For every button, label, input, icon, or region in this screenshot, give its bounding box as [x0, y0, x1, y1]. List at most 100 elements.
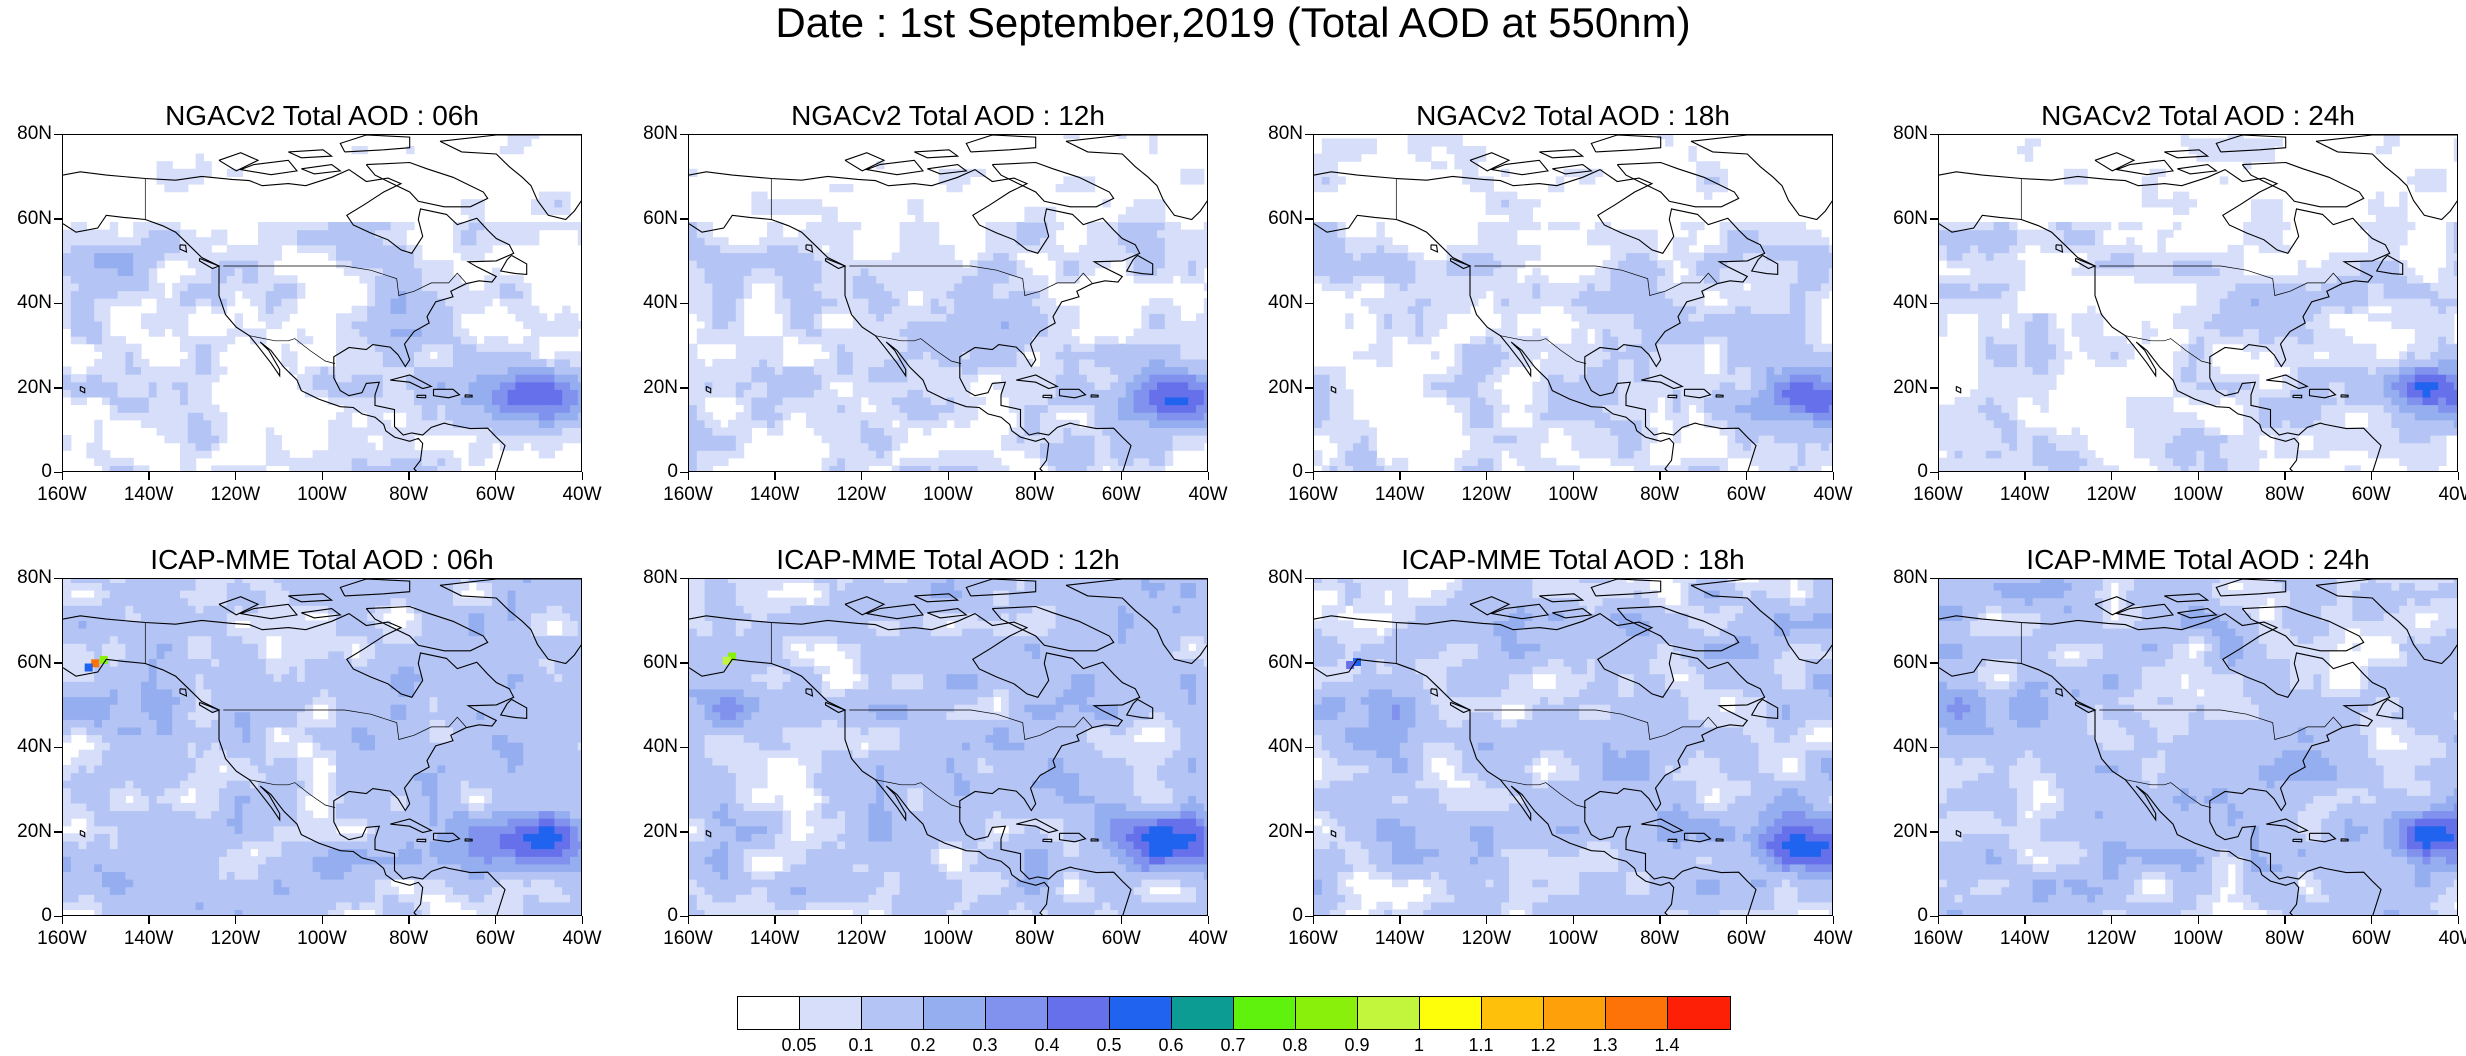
- lat-tick-label: 0: [1917, 905, 1928, 926]
- lon-tick-label: 60W: [475, 928, 515, 949]
- lon-tick-label: 80W: [389, 928, 429, 949]
- lon-tick-label: 160W: [663, 484, 713, 505]
- lat-tick-label: 40N: [1268, 736, 1303, 757]
- lon-tick: [2197, 916, 2199, 924]
- coastlines: [1314, 135, 1832, 471]
- lon-tick: [148, 916, 150, 924]
- lon-tick: [774, 916, 776, 924]
- aod-map-canvas: [689, 135, 1207, 471]
- lon-tick: [1937, 472, 1939, 480]
- lon-tick: [2284, 916, 2286, 924]
- lon-tick: [1034, 472, 1036, 480]
- lon-tick: [1659, 916, 1661, 924]
- lon-tick: [1572, 472, 1574, 480]
- colorbar-swatch: [862, 997, 924, 1029]
- lon-tick: [321, 472, 323, 480]
- aod-map-canvas: [1939, 135, 2457, 471]
- lon-tick-label: 80W: [1640, 928, 1680, 949]
- lat-tick: [1305, 471, 1313, 473]
- lat-tick: [1930, 746, 1938, 748]
- lon-tick-label: 60W: [1101, 484, 1141, 505]
- lon-tick: [581, 916, 583, 924]
- lon-tick-label: 120W: [1461, 928, 1512, 949]
- lat-tick-label: 60N: [1268, 651, 1303, 673]
- lon-tick-label: 100W: [297, 928, 347, 949]
- lat-tick: [680, 133, 688, 135]
- lon-tick-label: 40W: [2438, 484, 2466, 505]
- lat-tick-label: 80N: [1893, 123, 1928, 144]
- aod-map-canvas: [1314, 135, 1832, 471]
- lon-tick: [1034, 916, 1036, 924]
- lon-tick-label: 80W: [2265, 928, 2305, 949]
- lon-tick: [2284, 472, 2286, 480]
- lat-tick: [680, 915, 688, 917]
- lat-tick-label: 60N: [1893, 651, 1928, 673]
- lon-tick-label: 100W: [2173, 484, 2223, 505]
- lon-tick: [1207, 472, 1209, 480]
- lon-tick-label: 120W: [1461, 484, 1512, 505]
- lon-tick-label: 80W: [1015, 928, 1055, 949]
- lat-tick-label: 0: [1917, 461, 1928, 482]
- lon-tick: [2457, 916, 2459, 924]
- lon-tick: [1937, 916, 1939, 924]
- aod-field: [1314, 135, 1832, 471]
- lon-tick: [408, 472, 410, 480]
- lat-tick-label: 40N: [17, 292, 52, 313]
- lat-tick: [1930, 218, 1938, 220]
- lon-tick: [1745, 472, 1748, 480]
- lat-tick: [680, 662, 688, 664]
- colorbar-label: 0.9: [1344, 1035, 1370, 1055]
- colorbar-swatch: [924, 997, 986, 1029]
- colorbar-swatch: [800, 997, 862, 1029]
- lon-tick-label: 160W: [1288, 484, 1338, 505]
- lat-tick: [680, 577, 688, 579]
- lon-tick-label: 160W: [37, 484, 87, 505]
- lat-tick-label: 80N: [1268, 123, 1303, 144]
- lon-tick: [1207, 916, 1209, 924]
- lon-tick: [1312, 472, 1314, 480]
- lon-tick-label: 40W: [1813, 928, 1853, 949]
- lon-tick-label: 80W: [389, 484, 429, 505]
- lat-tick: [1305, 831, 1313, 833]
- colorbar-swatch: [1296, 997, 1358, 1029]
- aod-field: [1314, 579, 1832, 915]
- lat-tick: [54, 302, 62, 304]
- lon-tick-label: 140W: [1374, 484, 1425, 505]
- lat-tick-label: 0: [1292, 461, 1303, 482]
- lat-tick-label: 40N: [643, 292, 678, 313]
- lon-tick-label: 100W: [2173, 928, 2223, 949]
- lon-tick-label: 40W: [1188, 928, 1228, 949]
- lon-tick: [61, 472, 63, 480]
- lon-tick: [860, 916, 863, 924]
- panel-title: ICAP-MME Total AOD : 18h: [1401, 544, 1745, 575]
- lon-tick: [1659, 472, 1661, 480]
- lat-tick: [1305, 577, 1313, 579]
- lon-tick: [687, 916, 689, 924]
- lon-tick: [1312, 916, 1314, 924]
- lon-tick-label: 140W: [123, 928, 174, 949]
- lon-tick-label: 160W: [1913, 484, 1963, 505]
- lon-tick-label: 40W: [1813, 484, 1853, 505]
- lon-tick: [947, 472, 949, 480]
- coastlines: [1939, 579, 2457, 915]
- panel-title: ICAP-MME Total AOD : 12h: [776, 544, 1120, 575]
- aod-field: [63, 135, 581, 471]
- lon-tick: [1572, 916, 1574, 924]
- lat-tick: [1305, 746, 1313, 748]
- lat-tick: [54, 915, 62, 917]
- coastlines: [689, 579, 1207, 915]
- lon-tick-label: 60W: [1101, 928, 1141, 949]
- lat-tick: [1305, 915, 1313, 917]
- lat-tick-label: 60N: [1893, 207, 1928, 229]
- lon-tick-label: 40W: [1188, 484, 1228, 505]
- colorbar-label: 0.3: [972, 1035, 998, 1055]
- aod-field: [63, 579, 581, 915]
- lat-tick: [680, 746, 688, 748]
- lon-tick: [947, 916, 949, 924]
- lat-tick: [1930, 471, 1938, 473]
- aod-map-canvas: [1939, 579, 2457, 915]
- lat-tick-label: 40N: [1893, 292, 1928, 313]
- panel-title: NGACv2 Total AOD : 06h: [165, 100, 479, 131]
- lat-tick-label: 80N: [17, 123, 52, 144]
- lat-tick-label: 20N: [1893, 376, 1928, 398]
